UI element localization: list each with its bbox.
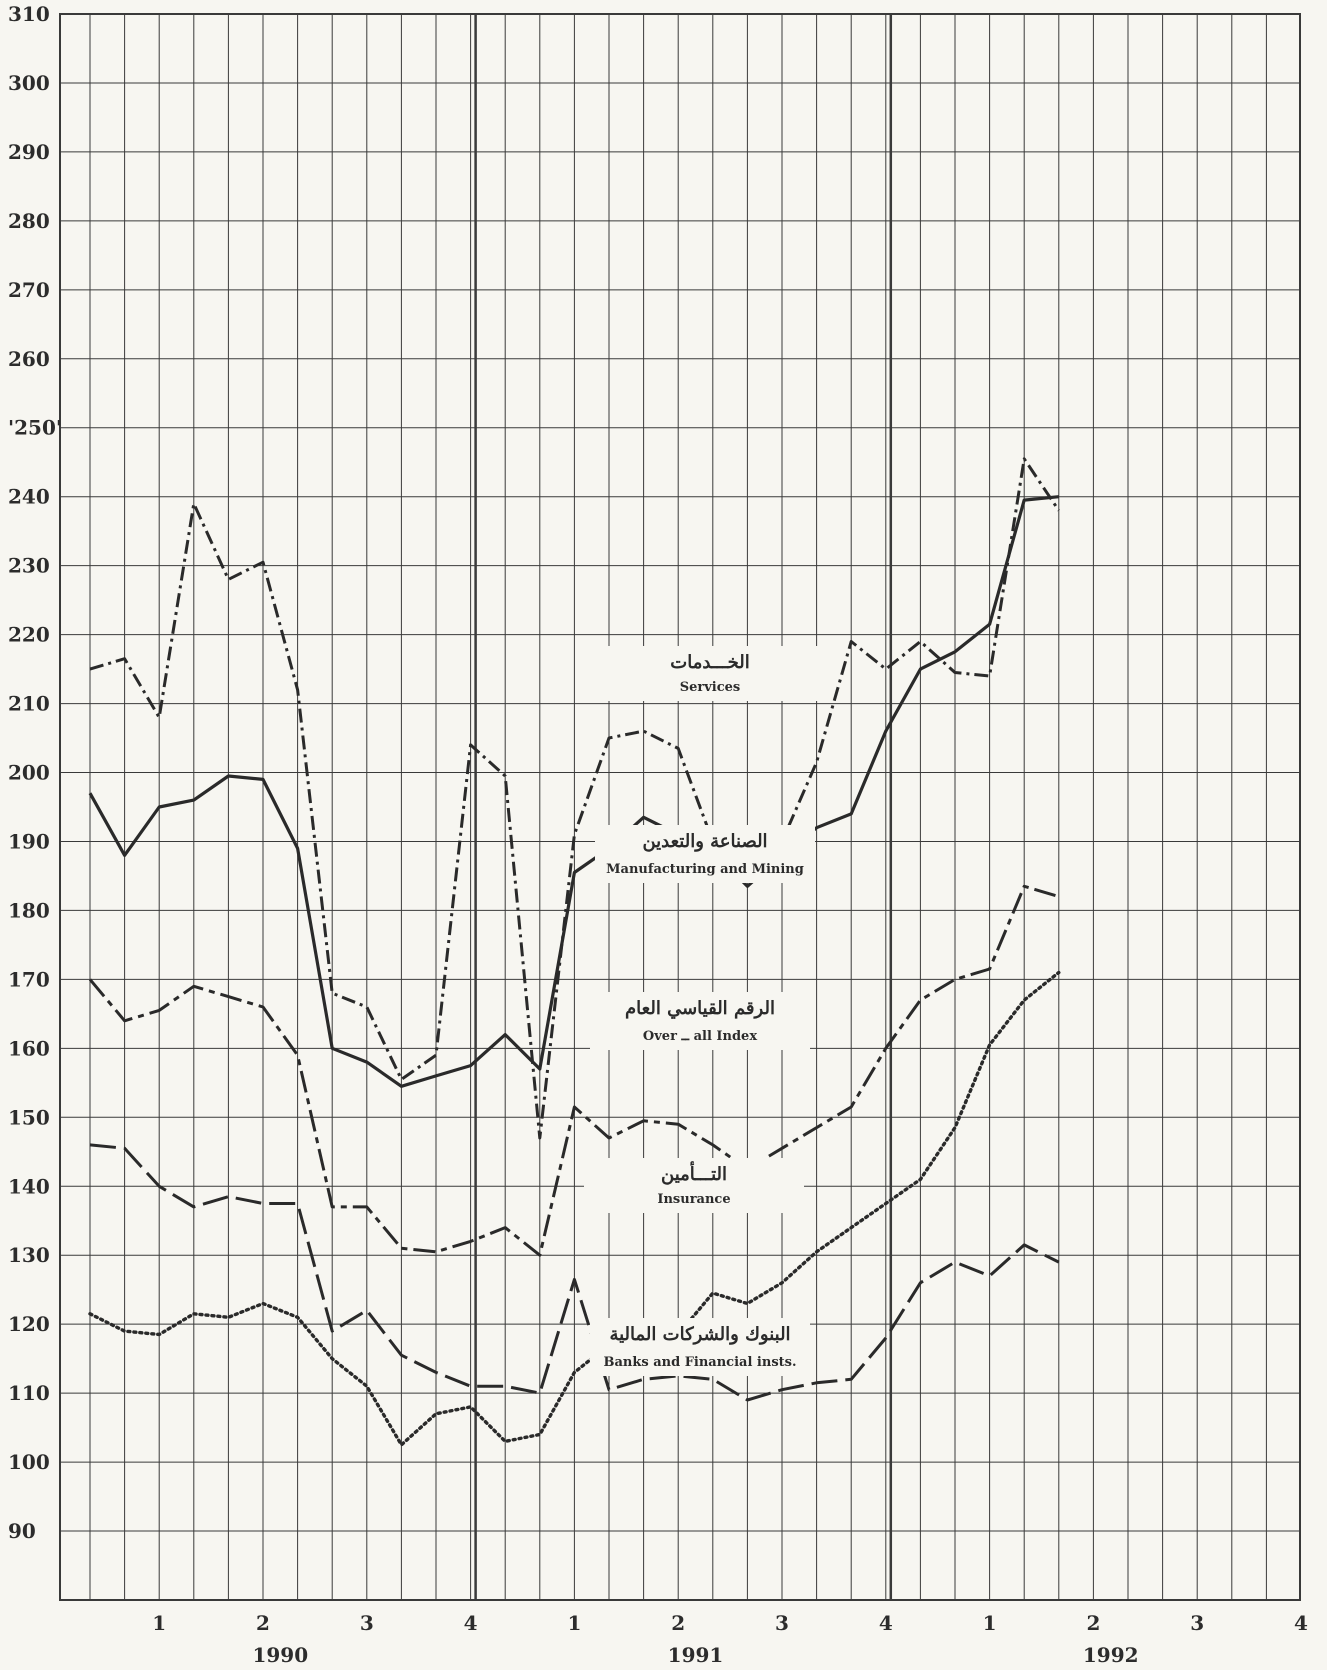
y-tick-label: 270 <box>8 278 50 302</box>
y-tick-label: 220 <box>8 623 50 647</box>
y-tick-label: 120 <box>8 1312 50 1336</box>
series-label-backdrop <box>600 646 820 701</box>
x-tick-label: 1 <box>152 1611 166 1635</box>
year-label: 1991 <box>668 1643 724 1667</box>
series-label-arabic: الصناعة والتعدين <box>642 831 767 852</box>
x-tick-label: 3 <box>360 1611 374 1635</box>
series-label-backdrop <box>584 1158 804 1213</box>
y-tick-label: 90 <box>8 1519 36 1543</box>
y-tick-label: 300 <box>8 71 50 95</box>
x-tick-label: 4 <box>464 1611 478 1635</box>
series-label-backdrop <box>590 992 810 1050</box>
year-label: 1990 <box>252 1643 308 1667</box>
y-tick-label: 180 <box>8 898 50 922</box>
series-label-arabic: البنوك والشركات المالية <box>609 1324 790 1345</box>
series-label-english: Manufacturing and Mining <box>606 862 804 877</box>
y-tick-label: 130 <box>8 1243 50 1267</box>
year-label: 1992 <box>1083 1643 1139 1667</box>
series-label-arabic: الخـــدمات <box>670 652 749 673</box>
y-tick-label: 170 <box>8 967 50 991</box>
y-tick-label: 190 <box>8 829 50 853</box>
series-line-over-all-index <box>88 884 1060 1257</box>
y-tick-label: 310 <box>8 2 50 26</box>
series-line-services <box>89 457 1061 1140</box>
axis-layer: 310300290280270260'250'24023022021020019… <box>8 2 1308 1667</box>
series-label-arabic: الرقم القياسي العام <box>625 998 775 1019</box>
x-tick-label: 2 <box>1086 1611 1100 1635</box>
series-label-backdrop <box>595 825 815 883</box>
x-tick-label: 3 <box>1190 1611 1204 1635</box>
y-tick-label: 290 <box>8 140 50 164</box>
y-tick-label: 240 <box>8 485 50 509</box>
series-label-english: Insurance <box>657 1192 730 1207</box>
grid-layer <box>59 13 1301 1601</box>
x-tick-label: 1 <box>983 1611 997 1635</box>
y-tick-label: 160 <box>8 1036 50 1060</box>
series-label-backdrop <box>590 1318 810 1376</box>
series-label-arabic: التـــأمين <box>661 1161 727 1185</box>
x-tick-label: 4 <box>879 1611 893 1635</box>
y-tick-label: 260 <box>8 347 50 371</box>
series-line-insurance <box>88 970 1061 1447</box>
x-tick-label: 3 <box>775 1611 789 1635</box>
y-tick-label: 110 <box>8 1381 50 1405</box>
y-tick-label: 140 <box>8 1174 50 1198</box>
label-layer: الخـــدمات Services الصناعة والتعدين Manufa… <box>584 646 820 1376</box>
series-line-banks-and-financial-insts <box>89 1143 1060 1402</box>
y-tick-label: 210 <box>8 692 50 716</box>
series-line-manufacturing-and-mining <box>88 495 1059 1088</box>
x-tick-label: 1 <box>567 1611 581 1635</box>
x-tick-label: 4 <box>1294 1611 1308 1635</box>
y-tick-label: 100 <box>8 1450 50 1474</box>
y-tick-label: 280 <box>8 209 50 233</box>
y-tick-label: 230 <box>8 554 50 578</box>
series-layer <box>88 457 1061 1447</box>
y-tick-label: '250' <box>8 416 62 440</box>
x-tick-label: 2 <box>256 1611 270 1635</box>
series-label-english: Services <box>680 680 741 695</box>
series-label-english: Over ــ all Index <box>643 1029 757 1044</box>
y-tick-label: 200 <box>8 761 50 785</box>
y-tick-label: 150 <box>8 1105 50 1129</box>
series-label-english: Banks and Financial insts. <box>603 1355 796 1370</box>
x-tick-label: 2 <box>671 1611 685 1635</box>
